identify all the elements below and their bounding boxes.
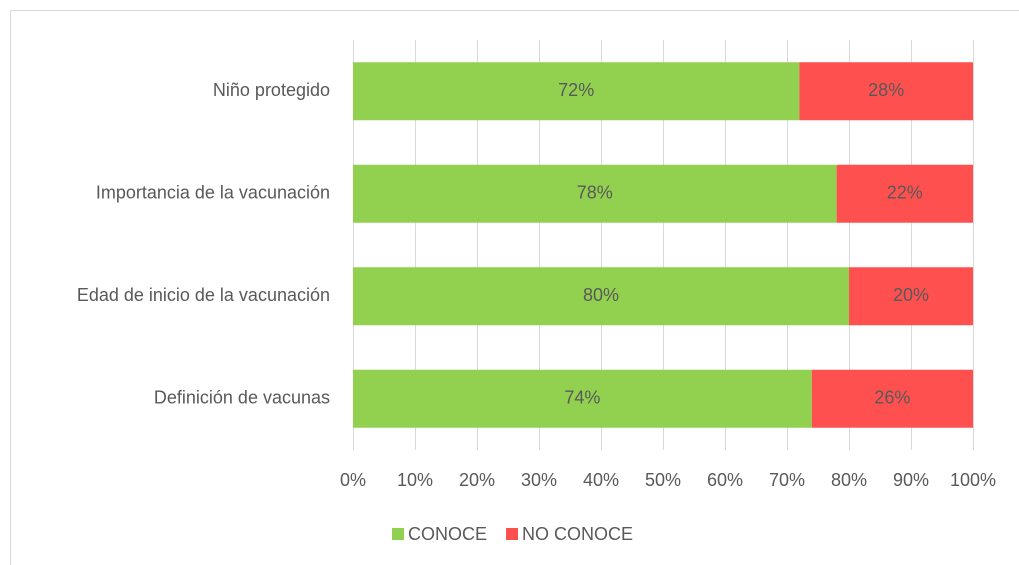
- x-tick-label: 10%: [397, 470, 433, 490]
- x-tick-label: 90%: [893, 470, 929, 490]
- bar-segment: [353, 369, 812, 428]
- bar-segment: [353, 267, 849, 326]
- x-tick-label: 30%: [521, 470, 557, 490]
- data-label: 20%: [893, 285, 929, 305]
- legend-label: NO CONOCE: [522, 524, 633, 544]
- x-tick-label: 0%: [340, 470, 366, 490]
- bar-segment: [799, 62, 973, 121]
- y-tick-label: Definición de vacunas: [154, 388, 330, 408]
- x-tick-label: 40%: [583, 470, 619, 490]
- data-label: 26%: [874, 388, 910, 408]
- x-tick-label: 70%: [769, 470, 805, 490]
- x-tick-label: 20%: [459, 470, 495, 490]
- x-tick-label: 60%: [707, 470, 743, 490]
- bar-segment: [811, 369, 973, 428]
- y-tick-label: Edad de inicio de la vacunación: [77, 285, 330, 305]
- x-tick-label: 80%: [831, 470, 867, 490]
- data-label: 28%: [868, 80, 904, 100]
- data-label: 72%: [558, 80, 594, 100]
- bar-segment: [353, 164, 837, 223]
- bar-segment: [836, 164, 973, 223]
- x-tick-label: 50%: [645, 470, 681, 490]
- x-tick-label: 100%: [950, 470, 996, 490]
- data-label: 22%: [887, 183, 923, 203]
- data-label: 80%: [583, 285, 619, 305]
- legend-swatch: [392, 528, 404, 540]
- chart-border: [10, 10, 1019, 565]
- y-tick-label: Niño protegido: [213, 80, 330, 100]
- data-label: 78%: [577, 183, 613, 203]
- bar-segment: [353, 62, 800, 121]
- legend-label: CONOCE: [408, 524, 487, 544]
- data-label: 74%: [564, 388, 600, 408]
- legend-swatch: [506, 528, 519, 540]
- y-tick-label: Importancia de la vacunación: [96, 183, 330, 203]
- bar-segment: [849, 267, 973, 326]
